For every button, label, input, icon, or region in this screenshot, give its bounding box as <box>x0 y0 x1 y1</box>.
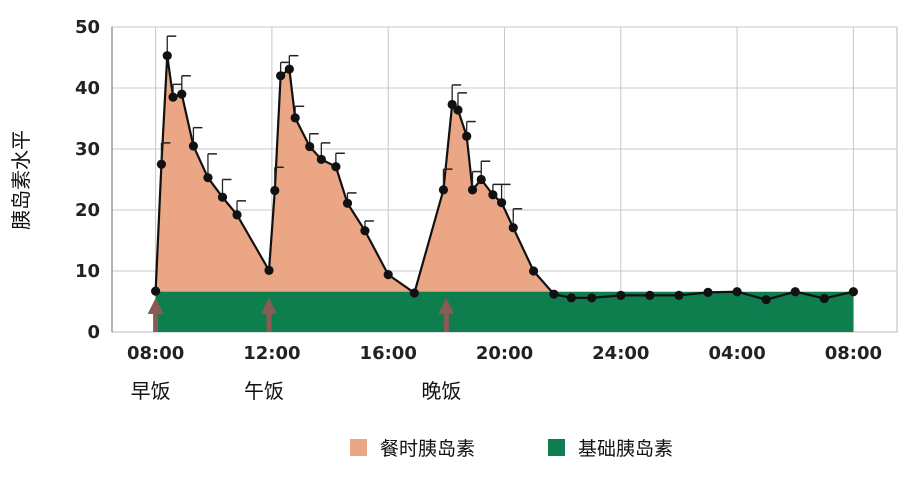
data-point <box>188 141 199 151</box>
meal-arrow-shaft <box>153 312 159 332</box>
y-tick-label: 0 <box>87 322 100 343</box>
arrow-layer <box>147 298 455 332</box>
data-point <box>383 270 393 280</box>
data-point <box>703 287 713 297</box>
x-tick-label: 20:00 <box>476 343 533 364</box>
data-point <box>467 185 478 195</box>
data-point <box>342 198 353 208</box>
data-point <box>476 174 486 185</box>
data-point <box>447 99 457 110</box>
data-point <box>819 293 829 304</box>
data-point <box>276 71 286 81</box>
legend-label: 餐时胰岛素 <box>380 438 475 460</box>
basal-insulin-area <box>155 291 854 332</box>
data-point <box>316 154 326 164</box>
legend-swatch <box>350 439 367 456</box>
line-layer <box>151 35 858 305</box>
y-tick-label: 50 <box>75 17 100 38</box>
data-point <box>270 185 280 196</box>
data-point <box>488 190 498 200</box>
x-tick-label: 12:00 <box>243 343 300 364</box>
meal-arrow-head <box>438 298 455 314</box>
data-point <box>264 265 274 275</box>
x-tick-label: 08:00 <box>127 343 184 364</box>
data-point <box>549 289 559 299</box>
data-point <box>645 290 655 300</box>
legend-swatch <box>548 439 565 456</box>
data-point <box>203 173 213 183</box>
data-point <box>674 290 684 300</box>
data-point <box>732 287 742 297</box>
axis-layer: 0 10 20 30 40 50 08:00 12:00 16:00 20:00 24:00 04:0… <box>9 17 882 403</box>
meal-label: 午饭 <box>244 379 284 403</box>
data-point <box>566 293 576 303</box>
data-point <box>453 105 463 115</box>
data-point <box>790 287 800 297</box>
data-point <box>528 266 539 276</box>
x-tick-label: 16:00 <box>360 343 417 364</box>
data-point <box>409 288 419 298</box>
data-point <box>761 295 771 305</box>
y-tick-label: 30 <box>75 139 100 160</box>
data-point <box>177 89 187 99</box>
meal-arrow-shaft <box>266 312 272 332</box>
data-point <box>587 293 597 303</box>
data-point <box>496 198 507 208</box>
meal-arrow-shaft <box>443 312 449 332</box>
data-point <box>438 185 449 195</box>
meal-arrow-head <box>147 298 164 314</box>
y-tick-label: 10 <box>75 261 100 282</box>
data-point <box>508 223 518 233</box>
data-point <box>616 290 626 300</box>
data-point <box>284 64 294 74</box>
legend-label: 基础胰岛素 <box>578 438 673 460</box>
data-point <box>848 287 858 297</box>
data-point <box>168 92 178 102</box>
data-point <box>232 210 242 220</box>
data-point <box>290 113 300 123</box>
meal-arrow-head <box>261 298 277 314</box>
legend-layer: 餐时胰岛素 基础胰岛素 <box>350 438 673 460</box>
data-point <box>305 141 315 152</box>
data-point <box>162 51 172 61</box>
data-point <box>217 192 228 202</box>
data-point <box>331 162 341 172</box>
x-tick-label: 08:00 <box>825 343 882 364</box>
data-point <box>360 226 370 236</box>
y-axis-label: 胰岛素水平 <box>9 130 33 230</box>
data-point <box>156 159 167 169</box>
data-point <box>151 286 161 296</box>
y-tick-label: 20 <box>75 200 100 221</box>
meal-label: 晚饭 <box>421 379 461 403</box>
data-point <box>462 131 472 141</box>
y-tick-label: 40 <box>75 78 100 99</box>
x-tick-label: 04:00 <box>708 343 765 364</box>
meal-label: 早饭 <box>131 379 171 403</box>
x-tick-label: 24:00 <box>592 343 649 364</box>
